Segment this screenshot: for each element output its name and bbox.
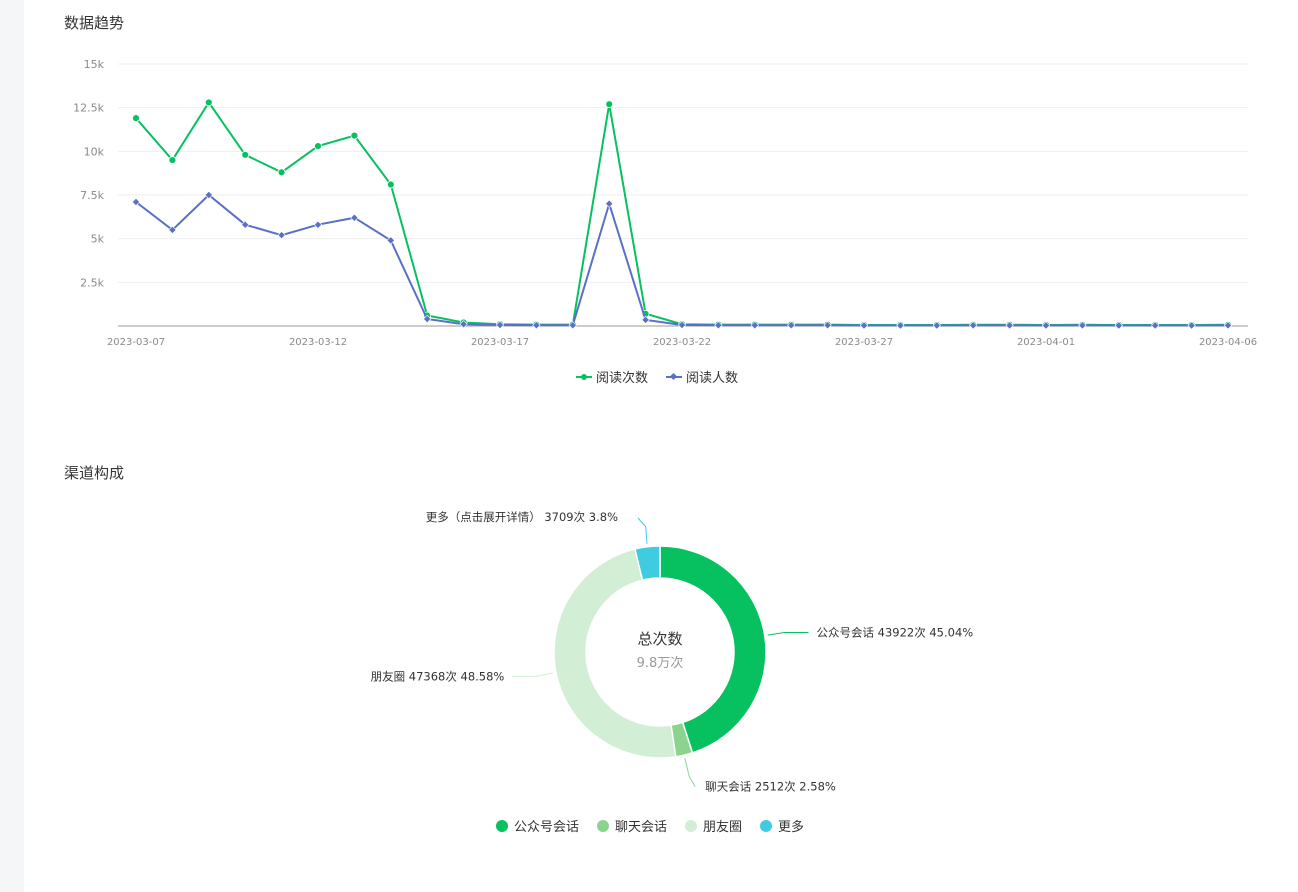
data-point-read-count [241,150,250,159]
data-point-reader-count [423,314,432,324]
data-point-read-count [605,100,614,109]
leader-line [767,631,809,636]
y-tick-label: 10k [84,145,105,158]
leader-line [637,517,648,544]
data-point-reader-count [1114,321,1123,330]
legend-marker-reader-count [666,372,683,382]
leader-line [512,672,554,677]
data-point-reader-count [532,321,541,330]
legend-label-official-account: 公众号会话 [514,820,580,835]
slice-label-moments: 朋友圈 47368次 48.58% [371,669,505,683]
y-tick-label: 2.5k [80,276,104,289]
data-point-read-count [277,168,286,177]
data-point-reader-count [168,225,177,235]
data-point-reader-count [1005,321,1014,330]
data-point-reader-count [677,320,687,330]
trend-section-title: 数据趋势 [64,14,125,32]
slice-label-more: 更多（点击展开详情） 3709次 3.8% [426,510,618,524]
data-point-reader-count [386,236,395,245]
legend-label-more: 更多 [778,820,805,835]
series-line-reader-count [135,193,1229,327]
slice-official-account [659,545,767,754]
data-point-reader-count [787,321,796,330]
x-tick-label: 2023-03-22 [653,337,711,348]
legend-item-more[interactable]: 更多 [760,816,804,835]
data-point-read-count [386,180,395,189]
data-point-reader-count [1151,321,1160,330]
y-tick-label: 15k [84,58,105,71]
legend-item-reader-count[interactable]: 阅读人数 [666,367,738,386]
data-point-reader-count [1041,321,1051,330]
data-point-reader-count [714,321,723,330]
data-point-reader-count [750,321,759,330]
data-point-reader-count [313,220,323,229]
legend-dot-moments [685,819,698,832]
leader-line [684,758,696,787]
legend-marker-read-count [576,372,592,382]
x-tick-label: 2023-03-27 [835,337,893,348]
data-point-reader-count [204,190,213,200]
slice-more [634,545,661,582]
legend-dot-chat [597,819,610,832]
channel-donut-chart: 公众号会话 43922次 45.04% 聊天会话 2512次 2.58% 朋友圈 4… [371,510,974,794]
x-tick-label: 2023-03-17 [471,337,529,348]
legend-dot-more [760,819,773,832]
trend-line-chart: 2.5k 5k 7.5k 10k 12.5k 15k 2023-03-07 2023-03-1… [73,58,1257,348]
legend-label-moments: 朋友圈 [703,820,743,835]
data-point-reader-count [277,231,286,240]
data-point-reader-count [1223,321,1233,330]
analytics-card: 数据趋势 2.5k 5k 7.5k 10k 12.5k 15k 2023-03-07 2023… [24,0,1298,892]
data-point-reader-count [641,315,650,324]
legend-item-read-count[interactable]: 阅读次数 [576,367,648,386]
trend-legend: 阅读次数 阅读人数 [576,367,738,386]
data-point-reader-count [1078,321,1087,330]
channel-legend: 公众号会话 聊天会话 朋友圈 更多 [496,816,804,835]
data-point-reader-count [896,321,905,330]
data-point-reader-count [459,320,468,329]
data-point-read-count [350,131,359,140]
legend-label-read-count: 阅读次数 [596,371,649,386]
legend-item-official-account[interactable]: 公众号会话 [496,816,579,835]
legend-item-moments[interactable]: 朋友圈 [685,816,742,835]
x-tick-label: 2023-03-12 [289,337,347,348]
x-tick-label: 2023-04-06 [1199,337,1257,348]
data-point-reader-count [605,199,614,208]
data-point-reader-count [241,220,250,229]
legend-label-chat: 聊天会话 [615,820,668,835]
channel-section-title: 渠道构成 [64,464,125,482]
y-tick-label: 12.5k [73,102,104,115]
legend-item-chat[interactable]: 聊天会话 [597,816,667,835]
data-point-reader-count [350,213,359,222]
data-point-read-count [204,98,213,107]
data-point-reader-count [969,321,978,330]
legend-label-reader-count: 阅读人数 [686,371,739,386]
data-point-reader-count [568,321,577,330]
series-line-read-count [135,100,1229,326]
y-tick-label: 5k [91,233,105,246]
data-point-read-count [168,156,177,164]
slice-label-chat: 聊天会话 2512次 2.58% [705,780,836,794]
data-point-read-count [314,142,322,150]
data-point-reader-count [823,321,832,330]
data-point-reader-count [495,320,505,330]
data-point-reader-count [932,321,941,330]
donut-center-label: 总次数 [637,630,682,648]
x-tick-label: 2023-04-01 [1017,337,1075,348]
legend-dot-official-account [496,819,508,832]
data-point-reader-count [1187,321,1196,330]
y-tick-label: 7.5k [80,189,104,202]
data-point-reader-count [131,197,141,207]
data-point-reader-count [859,321,869,330]
slice-label-official-account: 公众号会话 43922次 45.04% [816,625,973,639]
slice-moments [553,548,677,759]
donut-center-value: 9.8万次 [637,655,684,671]
x-tick-label: 2023-03-07 [107,337,165,348]
data-point-read-count [132,114,140,123]
